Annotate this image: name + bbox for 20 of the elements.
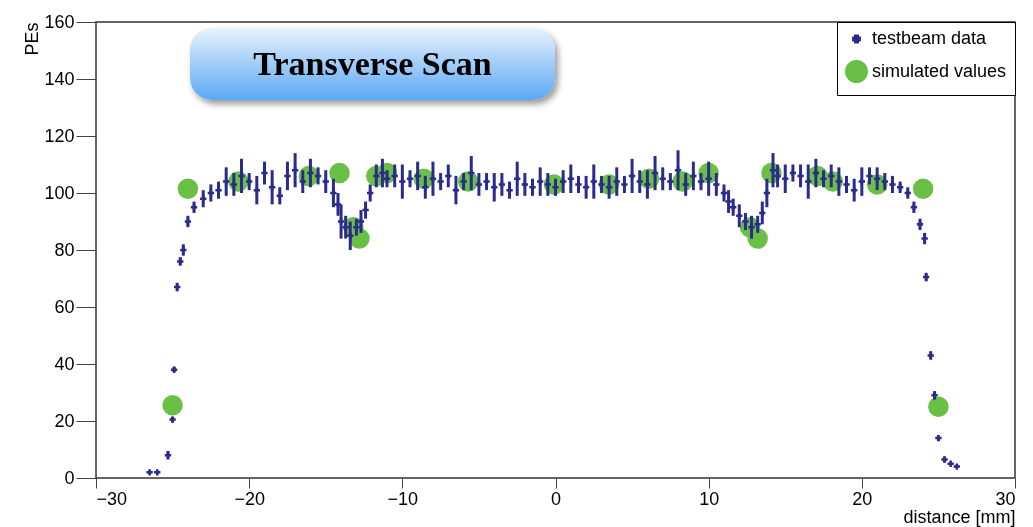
legend-label: simulated values <box>872 60 1007 81</box>
legend-label: testbeam data <box>872 28 988 48</box>
x-tick-label: 30 <box>995 488 1016 509</box>
y-tick-label: 160 <box>44 11 75 32</box>
y-tick-label: 140 <box>44 68 75 89</box>
y-tick-label: 20 <box>54 410 75 431</box>
x-tick-label: 10 <box>699 488 720 509</box>
y-tick-label: 80 <box>54 239 75 260</box>
x-tick-label: −10 <box>387 488 419 509</box>
x-tick-label: −20 <box>234 488 265 509</box>
x-tick-label: −30 <box>96 488 128 509</box>
x-tick-label: 0 <box>550 488 562 509</box>
y-tick-label: 100 <box>44 182 75 203</box>
y-tick-label: 120 <box>44 125 75 146</box>
y-tick-label: 0 <box>64 467 75 488</box>
x-tick-label: 20 <box>852 488 873 509</box>
y-axis-title: PEs <box>22 22 43 56</box>
y-tick-label: 60 <box>54 296 75 317</box>
y-tick-label: 40 <box>54 353 75 374</box>
x-axis-title: distance [mm] <box>903 506 1016 527</box>
